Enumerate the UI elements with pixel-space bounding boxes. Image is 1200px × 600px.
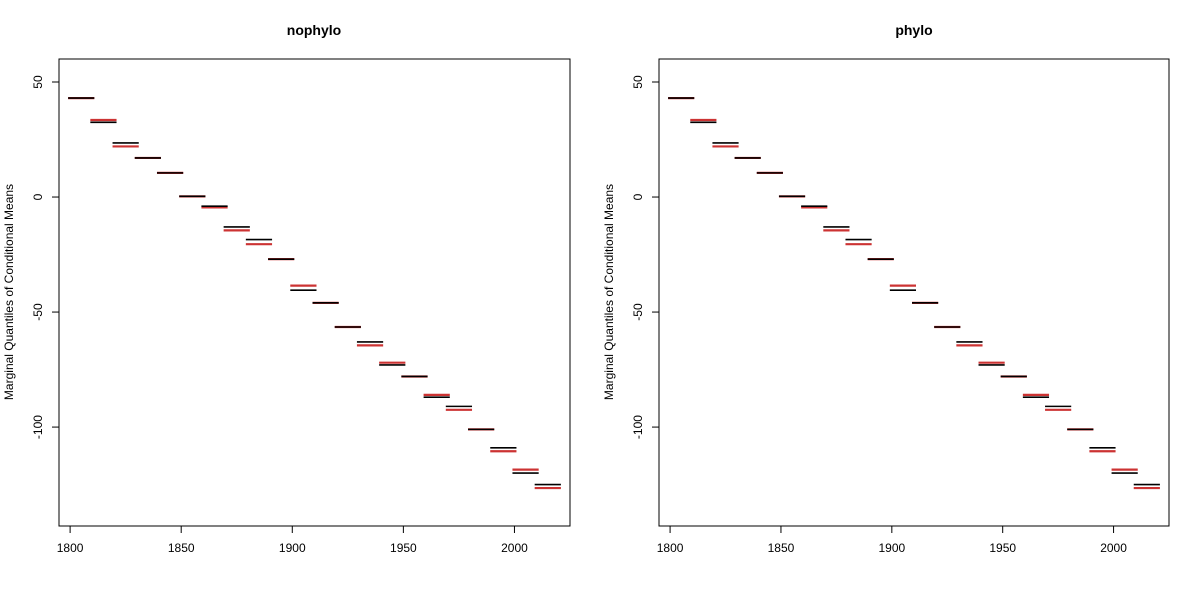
x-tick-label: 1900 <box>878 541 905 555</box>
y-tick-label: -100 <box>631 415 645 439</box>
chart-title: nophylo <box>287 22 341 38</box>
y-axis: 50 0 -50 -100 <box>31 75 60 439</box>
y-tick-label: -100 <box>31 415 45 439</box>
plot-area <box>668 97 1160 490</box>
x-tick-label: 2000 <box>501 541 528 555</box>
x-axis: 1800 1850 1900 1950 2000 <box>657 525 1127 555</box>
x-axis: 1800 1850 1900 1950 2000 <box>57 525 528 555</box>
x-tick-label: 1800 <box>57 541 84 555</box>
y-axis-label: Marginal Quantiles of Conditional Means <box>2 184 16 400</box>
y-tick-label: 50 <box>31 75 45 89</box>
x-tick-label: 1850 <box>168 541 195 555</box>
y-axis-label: Marginal Quantiles of Conditional Means <box>602 184 616 400</box>
y-tick-label: 0 <box>631 193 645 200</box>
y-axis: 50 0 -50 -100 <box>631 75 660 439</box>
x-tick-label: 1800 <box>657 541 684 555</box>
chart-panel-nophylo: nophylo Marginal Quantiles of Conditiona… <box>2 22 571 555</box>
plot-area <box>68 97 561 490</box>
x-tick-label: 1950 <box>989 541 1016 555</box>
x-tick-label: 1900 <box>279 541 306 555</box>
x-tick-label: 1850 <box>768 541 795 555</box>
y-tick-label: 0 <box>31 193 45 200</box>
x-tick-label: 1950 <box>390 541 417 555</box>
x-tick-label: 2000 <box>1100 541 1127 555</box>
chart-title: phylo <box>895 22 932 38</box>
chart-panel-phylo: phylo Marginal Quantiles of Conditional … <box>602 22 1170 555</box>
y-tick-label: 50 <box>631 75 645 89</box>
y-tick-label: -50 <box>631 303 645 321</box>
y-tick-label: -50 <box>31 303 45 321</box>
